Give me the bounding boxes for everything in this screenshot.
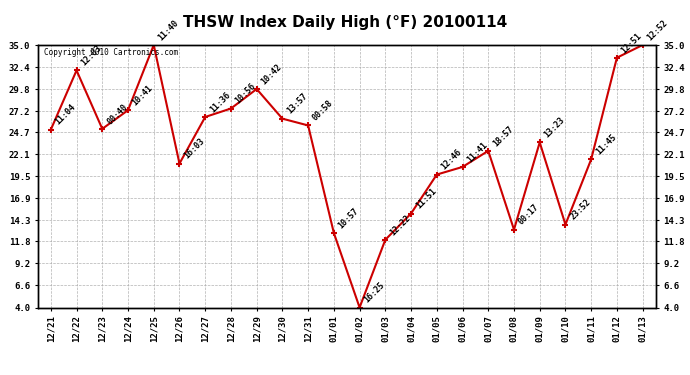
Text: 10:42: 10:42 <box>259 62 284 86</box>
Text: 11:04: 11:04 <box>54 103 78 127</box>
Text: THSW Index Daily High (°F) 20100114: THSW Index Daily High (°F) 20100114 <box>183 15 507 30</box>
Text: 10:56: 10:56 <box>234 82 258 106</box>
Text: 12:52: 12:52 <box>645 18 669 42</box>
Text: Copyright 2010 Cartronics.com: Copyright 2010 Cartronics.com <box>44 48 178 57</box>
Text: 11:41: 11:41 <box>465 140 489 164</box>
Text: 11:40: 11:40 <box>157 18 181 42</box>
Text: 16:03: 16:03 <box>182 137 206 161</box>
Text: 11:45: 11:45 <box>594 132 618 156</box>
Text: 13:57: 13:57 <box>285 92 309 116</box>
Text: 23:52: 23:52 <box>569 198 592 222</box>
Text: 00:17: 00:17 <box>517 203 541 227</box>
Text: 16:25: 16:25 <box>362 280 386 305</box>
Text: 18:57: 18:57 <box>491 124 515 148</box>
Text: 10:41: 10:41 <box>131 83 155 107</box>
Text: 11:36: 11:36 <box>208 90 232 114</box>
Text: 10:57: 10:57 <box>337 206 361 230</box>
Text: 12:46: 12:46 <box>440 148 464 172</box>
Text: 12:22: 12:22 <box>388 213 412 237</box>
Text: 12:51: 12:51 <box>620 31 644 55</box>
Text: 00:40: 00:40 <box>105 102 129 126</box>
Text: 11:51: 11:51 <box>414 187 438 211</box>
Text: 13:23: 13:23 <box>542 116 566 140</box>
Text: 12:03: 12:03 <box>79 44 104 68</box>
Text: 00:58: 00:58 <box>311 99 335 123</box>
